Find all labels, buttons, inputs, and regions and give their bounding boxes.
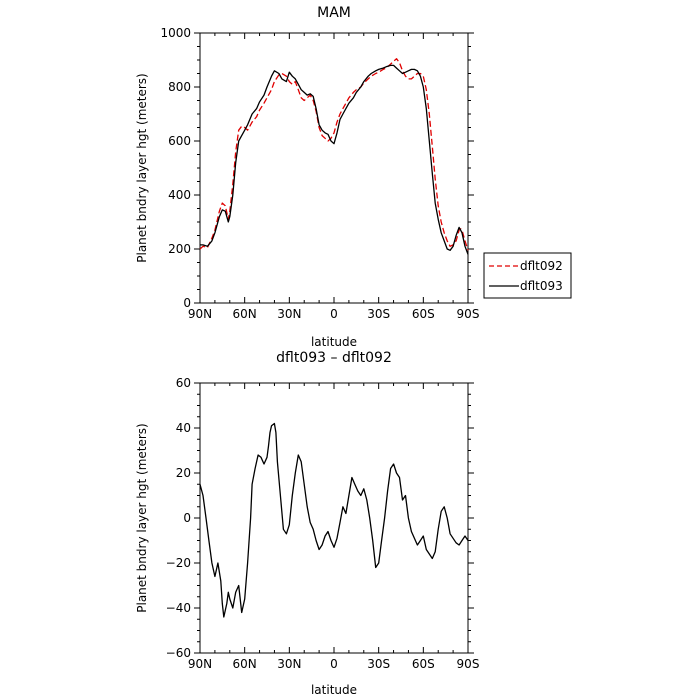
chart-panel-difference: dflt093 – dflt092 90N 60N 30N 0 30S 60S 90S −60… — [135, 350, 479, 697]
y-tick-label: 20 — [176, 466, 191, 480]
x-tick-label: 30N — [277, 307, 301, 321]
x-tick-label: 60S — [412, 657, 435, 671]
y-tick-label: 40 — [176, 421, 191, 435]
y-axis-title: Planet bndry layer hgt (meters) — [135, 73, 149, 263]
series-line — [199, 422, 469, 618]
x-tick-label: 90S — [457, 657, 480, 671]
x-tick-label: 30S — [367, 657, 390, 671]
series-group — [199, 422, 469, 618]
y-tick-label: −20 — [166, 556, 191, 570]
x-tick-label: 60S — [412, 307, 435, 321]
chart-panel-mam: MAM 90N 60N 30N 0 30S 60S 90S 0 200 400 600 800 1000… — [135, 5, 572, 349]
y-tick-label: 1000 — [160, 26, 191, 40]
y-tick-label: 200 — [168, 242, 191, 256]
axis-ticks: 90N 60N 30N 0 30S 60S 90S −60 −40 −20 0 20 40 60 — [166, 376, 480, 671]
x-tick-label: 90N — [188, 307, 212, 321]
chart-title: MAM — [317, 5, 351, 21]
legend-box — [483, 252, 572, 299]
y-tick-label: 0 — [183, 296, 191, 310]
series-line-dflt092 — [199, 58, 469, 251]
legend-label-dflt093: dflt093 — [520, 279, 563, 293]
y-tick-label: 800 — [168, 80, 191, 94]
y-tick-label: 0 — [183, 511, 191, 525]
series-group — [199, 58, 469, 255]
x-tick-label: 30N — [277, 657, 301, 671]
chart-title: dflt093 – dflt092 — [276, 350, 392, 366]
x-tick-label: 90S — [457, 307, 480, 321]
x-tick-label: 60N — [233, 307, 257, 321]
x-tick-label: 30S — [367, 307, 390, 321]
y-tick-label: 400 — [168, 188, 191, 202]
legend: dflt092 dflt093 — [483, 252, 572, 299]
x-axis-title: latitude — [311, 335, 357, 349]
series-line-dflt093 — [200, 64, 469, 255]
plot-frame — [199, 32, 469, 304]
axis-ticks: 90N 60N 30N 0 30S 60S 90S 0 200 400 600 800 1000 — [160, 26, 479, 321]
x-tick-label: 0 — [330, 657, 338, 671]
y-tick-label: 60 — [176, 376, 191, 390]
x-tick-label: 60N — [233, 657, 257, 671]
y-tick-label: 600 — [168, 134, 191, 148]
y-tick-label: −60 — [166, 646, 191, 660]
x-axis-title: latitude — [311, 683, 357, 697]
x-tick-label: 90N — [188, 657, 212, 671]
y-axis-title: Planet bndry layer hgt (meters) — [135, 423, 149, 613]
plot-frame — [199, 382, 469, 654]
x-tick-label: 0 — [330, 307, 338, 321]
y-tick-label: −40 — [166, 601, 191, 615]
legend-label-dflt092: dflt092 — [520, 259, 563, 273]
